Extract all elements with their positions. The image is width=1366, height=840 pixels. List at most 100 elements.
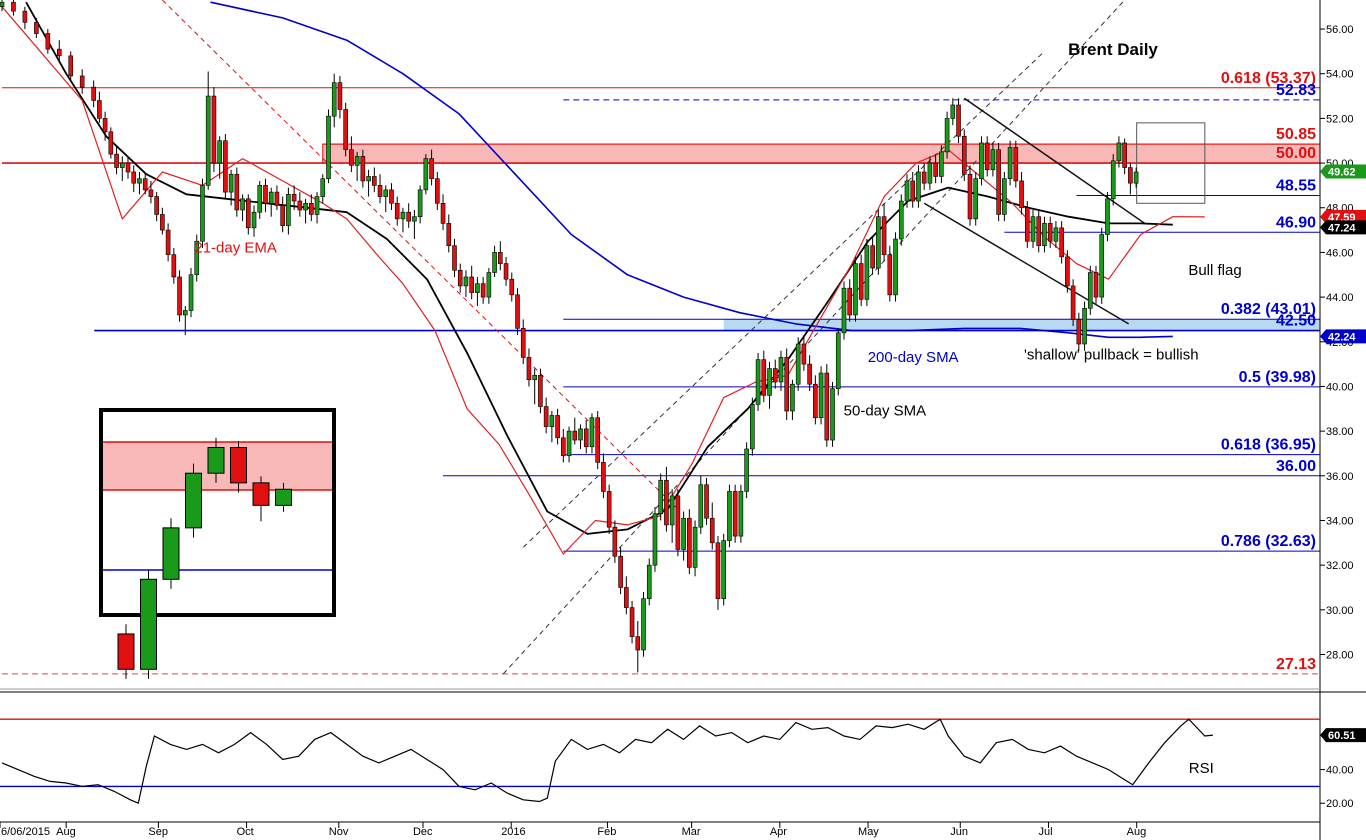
candle-body [1059, 227, 1064, 258]
candle [624, 576, 629, 615]
candle-body [68, 55, 74, 77]
candle [807, 355, 812, 391]
candle [91, 80, 96, 108]
candle-body [824, 372, 830, 441]
candle-body [652, 513, 658, 566]
candle [744, 442, 749, 499]
candle-body [452, 245, 457, 271]
level-label-fib618-top: 0.618 (53.37) [1221, 70, 1316, 87]
candle [486, 268, 492, 304]
candle-body [618, 555, 623, 588]
candle-body [257, 185, 263, 213]
candle [1042, 216, 1047, 253]
candle-body [79, 75, 85, 88]
candle [320, 174, 326, 204]
candle-body [108, 131, 114, 155]
candle-body [1047, 223, 1053, 242]
annotation-ema-label: 21-day EMA [194, 239, 277, 256]
candle-body [612, 526, 618, 557]
candle-body [658, 479, 663, 515]
candle [435, 172, 440, 210]
candle-body [1122, 142, 1127, 168]
candle-body [973, 178, 979, 220]
candle-body [1128, 167, 1133, 184]
candle-body [979, 142, 984, 180]
candle-body [1099, 234, 1105, 298]
time-tick-label: Apr [770, 826, 787, 838]
candle [56, 40, 62, 63]
candle [354, 151, 360, 181]
candle-body [160, 214, 165, 231]
candle [503, 256, 509, 286]
candle [400, 207, 406, 233]
time-tick-label: Oct [237, 826, 254, 838]
candle-body [1110, 160, 1116, 200]
candle-body [841, 287, 847, 334]
candle-body [274, 191, 280, 206]
candle [429, 149, 434, 186]
candle-body [286, 194, 291, 226]
candle [618, 547, 623, 595]
inset-candle [252, 476, 270, 522]
candle-body [205, 95, 211, 186]
candle-body [1133, 171, 1139, 184]
candle-body [709, 517, 715, 544]
candle-body [303, 202, 308, 211]
time-tick-label: Jul [1038, 826, 1052, 838]
candle [738, 484, 744, 543]
candle-body [864, 245, 870, 300]
candle-body [366, 176, 371, 182]
candle-body [566, 430, 572, 456]
candle [314, 192, 320, 224]
annotations: 21-day EMA 200-day SMA 50-day SMA Bull flag… [194, 239, 1241, 419]
candle [475, 276, 480, 307]
candle-body [704, 484, 709, 519]
candle [1082, 301, 1087, 351]
price-tick-label: 34.00 [1326, 515, 1354, 527]
candle [984, 136, 990, 177]
candle-body [761, 359, 767, 396]
candle [108, 127, 114, 159]
inset-candle [117, 624, 135, 679]
candle-body [34, 22, 39, 34]
candle-body [721, 540, 727, 599]
candle-body [1105, 198, 1110, 235]
candle [1133, 167, 1139, 188]
candle [1024, 201, 1030, 248]
candle-body [744, 448, 749, 492]
candle-body [223, 140, 228, 193]
candle [309, 194, 314, 222]
candle [165, 223, 171, 262]
candle-body [194, 240, 200, 276]
candle-body [240, 198, 245, 211]
candle-body [629, 607, 635, 637]
level-label-res-5000: 50.00 [1276, 145, 1316, 162]
candle [119, 156, 125, 181]
candle-body [853, 263, 858, 316]
candle [463, 270, 469, 298]
candle [566, 426, 572, 463]
candle [228, 169, 234, 206]
candle [286, 187, 291, 235]
candle-body [331, 82, 337, 117]
candle [337, 75, 343, 119]
candle [257, 180, 263, 219]
candle [921, 163, 927, 190]
sma200-badge-label: 42.24 [1328, 331, 1356, 343]
candle [772, 359, 778, 389]
candle-body [893, 238, 898, 296]
candle [755, 352, 761, 412]
candle [589, 413, 595, 454]
candle-body [102, 118, 108, 133]
candle [1053, 221, 1059, 248]
candle [131, 165, 137, 193]
candle-body [1013, 147, 1019, 182]
candle-body [1093, 272, 1099, 298]
price-tick-label: 46.00 [1326, 247, 1354, 259]
time-tick-label: May [858, 826, 879, 838]
candle [721, 533, 727, 606]
candle [658, 473, 663, 521]
annotation-pullback-label: 'shallow' pullback = bullish [1024, 347, 1199, 364]
